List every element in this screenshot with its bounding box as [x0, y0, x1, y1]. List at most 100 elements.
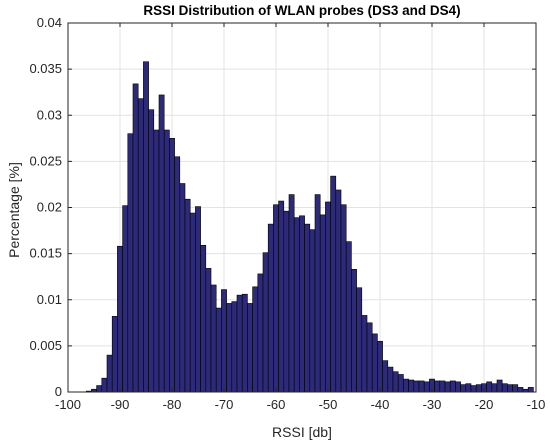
- histogram-bar: [273, 204, 279, 393]
- histogram-bar: [210, 284, 217, 393]
- histogram-bar: [122, 205, 129, 393]
- histogram-bar: [257, 273, 264, 393]
- histogram-bar: [304, 223, 311, 393]
- x-tick-label: -90: [111, 397, 130, 412]
- histogram-bar: [423, 381, 430, 393]
- histogram-bar: [189, 212, 196, 393]
- histogram-bar: [366, 322, 373, 393]
- y-tick-label: 0.02: [37, 200, 62, 215]
- histogram-bar: [309, 229, 316, 393]
- histogram-bar: [496, 379, 503, 393]
- histogram-bar: [184, 198, 191, 393]
- y-tick-label: 0.025: [29, 153, 62, 168]
- histogram-bar: [195, 206, 201, 393]
- y-tick-label: 0.04: [37, 15, 62, 30]
- histogram-bar: [226, 303, 233, 393]
- histogram-bar: [434, 380, 441, 393]
- x-tick-label: -60: [267, 397, 286, 412]
- histogram-bar: [169, 138, 175, 393]
- histogram-bar: [241, 293, 248, 393]
- histogram-bar: [299, 215, 305, 393]
- tick-marks: [67, 22, 537, 393]
- histogram-bar: [111, 316, 118, 393]
- histogram-bar: [475, 384, 482, 393]
- histogram-bar: [106, 354, 113, 393]
- histogram-bar: [449, 380, 456, 393]
- histogram-bar: [158, 94, 165, 393]
- histogram-bar: [179, 183, 186, 393]
- y-tick-label: 0.015: [29, 246, 62, 261]
- histogram-bar: [215, 307, 222, 393]
- histogram-bar: [444, 381, 451, 393]
- histogram-bar: [319, 214, 326, 393]
- y-tick-label: 0.01: [37, 292, 62, 307]
- histogram-bar: [174, 156, 181, 393]
- histogram-bar: [252, 286, 259, 393]
- histogram-bar: [221, 289, 227, 393]
- histogram-bar: [267, 223, 274, 393]
- x-tick-label: -50: [319, 397, 338, 412]
- y-tick-label: 0: [55, 384, 62, 399]
- histogram-bar: [262, 252, 269, 393]
- histogram-bar: [382, 360, 389, 393]
- histogram-bar: [507, 384, 513, 393]
- x-tick-label: -100: [55, 397, 81, 412]
- histogram-bar: [397, 374, 404, 393]
- histogram-bar: [335, 189, 342, 393]
- histogram-bar: [247, 303, 253, 393]
- histogram-bar: [392, 371, 399, 393]
- histogram-bar: [460, 384, 467, 393]
- histogram-bar: [314, 194, 321, 393]
- x-tick-label: -30: [423, 397, 442, 412]
- x-axis-label: RSSI [db]: [272, 424, 332, 440]
- histogram-bar: [231, 301, 238, 393]
- histogram-bar: [371, 333, 378, 393]
- histogram-bar: [418, 380, 425, 393]
- x-tick-label: -70: [215, 397, 234, 412]
- x-tick-label: -20: [475, 397, 494, 412]
- histogram-bars: [85, 61, 534, 393]
- histogram-bar: [283, 210, 290, 393]
- histogram-bar: [293, 217, 300, 393]
- histogram-bar: [408, 379, 415, 393]
- histogram-bar: [340, 204, 347, 393]
- histogram-bar: [377, 340, 383, 393]
- x-tick-label: -40: [371, 397, 390, 412]
- histogram-bar: [325, 201, 331, 393]
- x-tick-labels: -100 -90 -80 -70 -60 -50 -40 -30 -20 -10: [55, 397, 545, 412]
- y-tick-labels: 0 0.005 0.01 0.015 0.02 0.025 0.03 0.035 0.04: [29, 15, 62, 399]
- histogram-bar: [413, 380, 420, 393]
- y-axis-label: Percentage [%]: [6, 162, 22, 258]
- histogram-bar: [205, 268, 212, 393]
- histogram-bar: [143, 61, 149, 393]
- histogram-bar: [361, 315, 368, 393]
- y-tick-label: 0.005: [29, 338, 62, 353]
- histogram-bar: [153, 129, 160, 393]
- histogram-bar: [527, 387, 534, 393]
- histogram-bar: [486, 381, 493, 393]
- histogram-bar: [330, 175, 337, 393]
- histogram-bar: [465, 383, 472, 393]
- histogram-bar: [148, 109, 155, 393]
- y-tick-label: 0.03: [37, 107, 62, 122]
- histogram-bar: [200, 245, 207, 393]
- histogram-bar: [137, 98, 144, 393]
- histogram-bar: [288, 194, 295, 393]
- histogram-bar: [356, 287, 363, 393]
- x-tick-label: -80: [163, 397, 182, 412]
- chart-title: RSSI Distribution of WLAN probes (DS3 an…: [143, 3, 460, 18]
- histogram-bar: [470, 385, 477, 393]
- histogram-bar: [132, 83, 139, 393]
- histogram-bar: [455, 381, 461, 393]
- histogram-bar: [236, 294, 243, 393]
- histogram-bar: [351, 269, 357, 393]
- y-tick-label: 0.035: [29, 61, 62, 76]
- histogram-bar: [96, 385, 103, 393]
- histogram-bar: [163, 129, 170, 393]
- histogram-bar: [403, 378, 409, 393]
- histogram-bar: [345, 241, 352, 393]
- histogram-bar: [387, 366, 394, 393]
- histogram-bar: [439, 380, 446, 393]
- histogram-bar: [101, 377, 108, 393]
